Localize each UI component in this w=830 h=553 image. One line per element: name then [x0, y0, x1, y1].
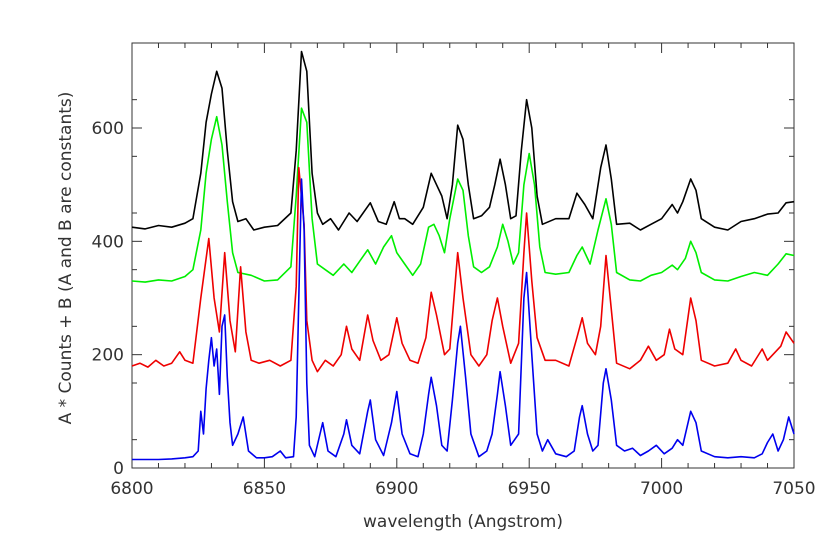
y-axis-label: A * Counts + B (A and B are constants) [56, 92, 76, 425]
x-tick-label: 6950 [508, 479, 551, 499]
y-tick-label: 600 [92, 119, 124, 139]
y-tick-label: 400 [92, 232, 124, 252]
series-line-4 [132, 178, 795, 461]
x-axis-label: wavelength (Angstrom) [363, 512, 563, 532]
x-tick-label: 7050 [772, 479, 815, 499]
x-axis-ticks: 6800 6850 6900 6950 7000 7050 [110, 43, 816, 499]
y-tick-label: 0 [113, 459, 124, 479]
x-tick-label: 6800 [110, 479, 153, 499]
y-axis-ticks: 0 200 400 600 [92, 99, 794, 479]
x-tick-label: 6900 [375, 479, 418, 499]
series-line-1 [131, 50, 795, 231]
y-tick-label: 200 [92, 346, 124, 366]
series-line-3 [131, 166, 795, 373]
series-layer [131, 50, 795, 461]
x-tick-label: 6850 [243, 479, 286, 499]
series-line-2 [131, 107, 795, 283]
x-tick-label: 7000 [640, 479, 683, 499]
plot-frame [131, 42, 795, 469]
